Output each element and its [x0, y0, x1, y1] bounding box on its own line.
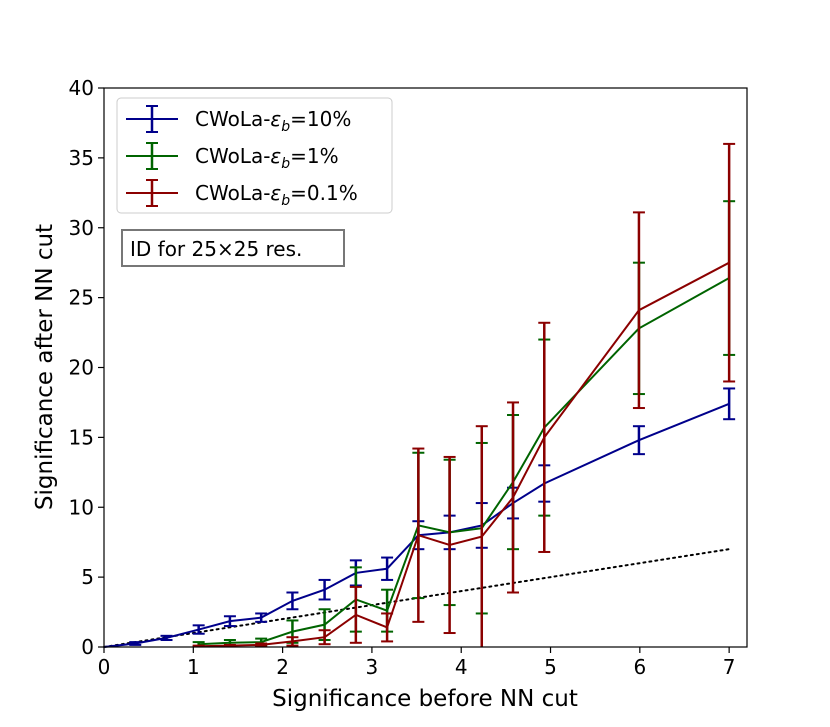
- legend-label: CWoLa-εb=1%: [195, 144, 339, 172]
- y-tick-label: 25: [69, 286, 94, 310]
- x-tick-label: 2: [276, 655, 289, 679]
- reference-line: [103, 548, 731, 648]
- x-tick-label: 0: [98, 655, 111, 679]
- legend-label: CWoLa-εb=10%: [195, 107, 351, 135]
- series-line: [198, 277, 730, 646]
- x-tick-label: 4: [455, 655, 468, 679]
- x-tick-label: 6: [633, 655, 646, 679]
- x-axis-label: Significance before NN cut: [272, 686, 578, 712]
- y-tick-label: 20: [69, 356, 94, 380]
- x-tick-label: 3: [366, 655, 379, 679]
- x-tick-label: 1: [187, 655, 200, 679]
- y-tick-label: 15: [69, 425, 94, 449]
- x-tick-label: 5: [544, 655, 557, 679]
- y-tick-label: 30: [69, 216, 94, 240]
- annotation-box: ID for 25×25 res.: [121, 229, 345, 267]
- y-tick-label: 40: [69, 76, 94, 100]
- series-1: [192, 200, 736, 648]
- legend-entry-2: CWoLa-εb=0.1%: [126, 179, 358, 209]
- series-line: [103, 402, 730, 648]
- annotation-text: ID for 25×25 res.: [130, 237, 302, 261]
- legend-label: CWoLa-εb=0.1%: [195, 181, 358, 209]
- y-axis-label: Significance after NN cut: [32, 224, 58, 510]
- legend: CWoLa-εb=10% CWoLa-εb=1% CWoLa-εb=0.1%: [116, 97, 393, 214]
- annotation-frame: [121, 229, 345, 267]
- y-tick-label: 0: [81, 635, 94, 659]
- legend-entry-0: CWoLa-εb=10%: [126, 105, 351, 135]
- legend-entry-1: CWoLa-εb=1%: [126, 142, 339, 172]
- series-2: [192, 142, 736, 648]
- y-tick-label: 10: [69, 495, 94, 519]
- y-tick-label: 35: [69, 146, 94, 170]
- y-tick-label: 5: [81, 565, 94, 589]
- x-tick-label: 7: [723, 655, 736, 679]
- series-line: [198, 261, 730, 648]
- legend-box: [116, 97, 393, 214]
